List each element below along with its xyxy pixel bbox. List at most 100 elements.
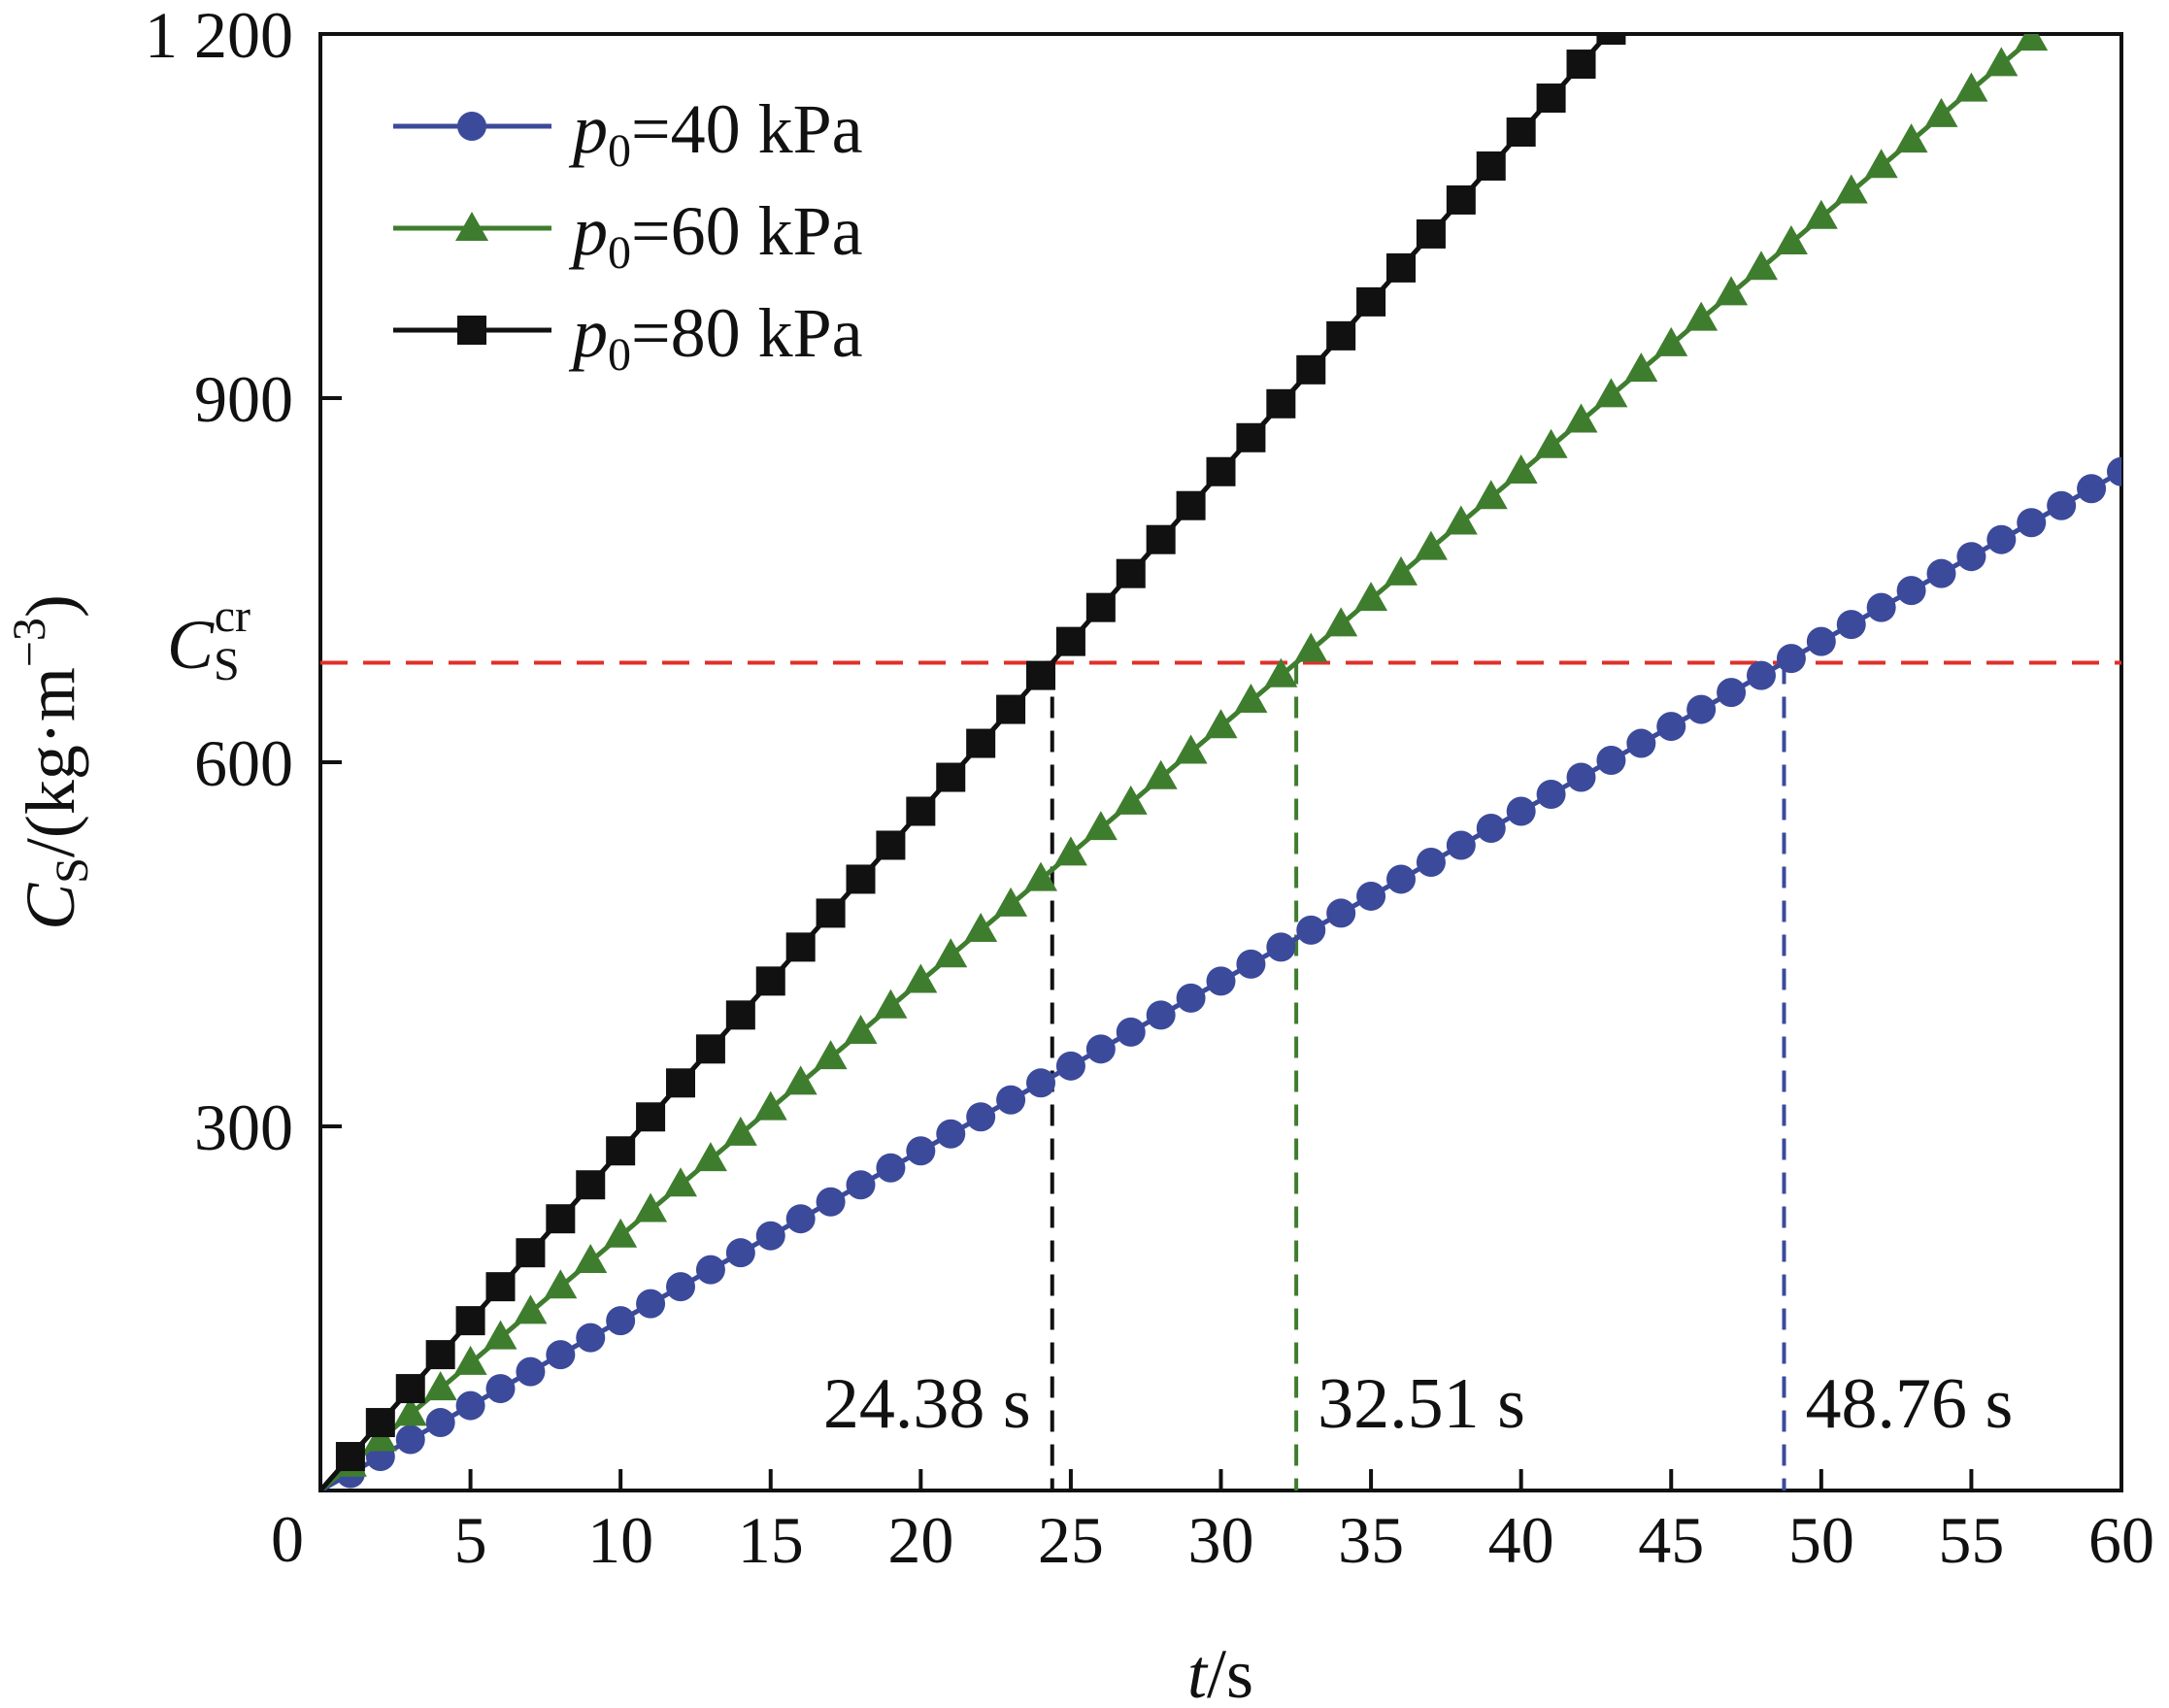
data-point bbox=[846, 1170, 876, 1200]
data-point bbox=[1866, 592, 1896, 622]
data-point bbox=[1116, 558, 1146, 588]
data-point bbox=[816, 1187, 846, 1217]
data-point bbox=[576, 1170, 606, 1200]
data-point bbox=[516, 1356, 546, 1387]
data-point bbox=[1894, 123, 1928, 153]
data-point bbox=[1296, 354, 1326, 385]
data-point bbox=[936, 1119, 966, 1149]
data-point bbox=[1326, 320, 1356, 351]
data-point bbox=[423, 1371, 457, 1401]
axis-ticks: 5 10 15 20 25 30 35 40 45 50 55 60 300 600 900 1 200 bbox=[145, 0, 2154, 1577]
data-point bbox=[814, 1040, 848, 1070]
data-point bbox=[1146, 1000, 1176, 1030]
data-point bbox=[1085, 1034, 1116, 1064]
legend-marker-60kpa bbox=[455, 212, 488, 241]
y-tick-label: 300 bbox=[194, 1090, 293, 1164]
data-point bbox=[636, 1102, 666, 1132]
x-tick-label: 55 bbox=[1938, 1503, 2004, 1577]
data-point bbox=[844, 1014, 878, 1044]
data-point bbox=[576, 1323, 606, 1353]
data-point bbox=[1717, 678, 1747, 708]
threshold-label: CScr bbox=[167, 590, 250, 690]
annotation-label: 24.38 s bbox=[823, 1364, 1031, 1444]
series-40kpa bbox=[320, 456, 2121, 1490]
data-point bbox=[1806, 626, 1836, 656]
legend-label-80kpa: p0=80 kPa bbox=[568, 294, 863, 381]
series-layer bbox=[320, 34, 2121, 1490]
data-point bbox=[1474, 480, 1508, 510]
data-point bbox=[1747, 660, 1776, 690]
data-point bbox=[876, 830, 906, 860]
series-line bbox=[320, 34, 1612, 1490]
data-point bbox=[1566, 50, 1596, 80]
legend-label-40kpa: p0=40 kPa bbox=[568, 90, 863, 177]
data-point bbox=[1715, 276, 1749, 306]
data-point bbox=[1026, 1068, 1055, 1098]
data-point bbox=[725, 1000, 755, 1030]
data-point bbox=[1176, 983, 1206, 1013]
data-point bbox=[1506, 796, 1536, 826]
data-point bbox=[664, 1167, 697, 1197]
data-point bbox=[1053, 836, 1087, 866]
data-point bbox=[1206, 456, 1236, 486]
x-axis-label: t/s bbox=[1187, 1635, 1253, 1708]
data-point bbox=[514, 1294, 548, 1324]
data-point bbox=[1954, 72, 1988, 102]
data-point bbox=[395, 1374, 425, 1404]
x-tick-label: 15 bbox=[738, 1503, 804, 1577]
data-point bbox=[1564, 403, 1598, 433]
data-point bbox=[485, 1374, 516, 1404]
data-point bbox=[1924, 97, 1958, 127]
data-point bbox=[994, 887, 1028, 917]
data-point bbox=[904, 963, 938, 993]
data-point bbox=[1116, 1017, 1146, 1047]
data-point bbox=[636, 1289, 666, 1319]
y-tick-label: 1 200 bbox=[145, 0, 293, 72]
data-point bbox=[785, 932, 816, 962]
data-point bbox=[666, 1068, 695, 1098]
data-point bbox=[1446, 830, 1476, 860]
data-point bbox=[1236, 949, 1266, 979]
data-point bbox=[936, 762, 966, 792]
data-point bbox=[395, 1424, 425, 1455]
data-point bbox=[1594, 378, 1628, 408]
data-point bbox=[1266, 932, 1296, 962]
data-point bbox=[455, 1306, 485, 1336]
legend-marker-80kpa bbox=[457, 316, 486, 345]
data-point bbox=[1776, 644, 1806, 674]
data-point bbox=[1204, 709, 1238, 739]
data-point bbox=[1356, 881, 1386, 911]
data-point bbox=[1986, 524, 2017, 554]
data-point bbox=[1476, 813, 1506, 843]
data-point bbox=[1596, 746, 1626, 776]
data-point bbox=[2047, 490, 2077, 520]
data-point bbox=[2015, 34, 2049, 51]
x-tick-label: 5 bbox=[454, 1503, 487, 1577]
data-point bbox=[876, 1153, 906, 1183]
data-point bbox=[1386, 864, 1416, 894]
legend-label-60kpa: p0=60 kPa bbox=[568, 192, 863, 279]
data-point bbox=[1326, 898, 1356, 928]
data-point bbox=[784, 1065, 818, 1095]
y-axis-label: CS/(kg·m−3) bbox=[4, 594, 98, 930]
data-point bbox=[1055, 626, 1085, 656]
legend-entry-40kpa: p0=40 kPa bbox=[393, 90, 863, 177]
x-tick-label: 30 bbox=[1188, 1503, 1254, 1577]
data-point bbox=[516, 1238, 546, 1268]
data-point bbox=[1596, 34, 1626, 46]
data-point bbox=[906, 796, 936, 826]
data-point bbox=[964, 913, 998, 943]
data-point bbox=[1385, 555, 1418, 586]
data-point bbox=[1506, 117, 1536, 147]
data-point bbox=[365, 1408, 395, 1438]
data-point bbox=[723, 1116, 757, 1146]
data-point bbox=[1174, 734, 1208, 764]
data-point bbox=[874, 988, 908, 1019]
data-point bbox=[1504, 454, 1538, 484]
annotation-label: 48.76 s bbox=[1805, 1364, 2013, 1444]
data-point bbox=[695, 1034, 725, 1064]
data-point bbox=[755, 1221, 785, 1251]
x-tick-label: 50 bbox=[1788, 1503, 1854, 1577]
data-point bbox=[1236, 422, 1266, 452]
data-point bbox=[816, 898, 846, 928]
